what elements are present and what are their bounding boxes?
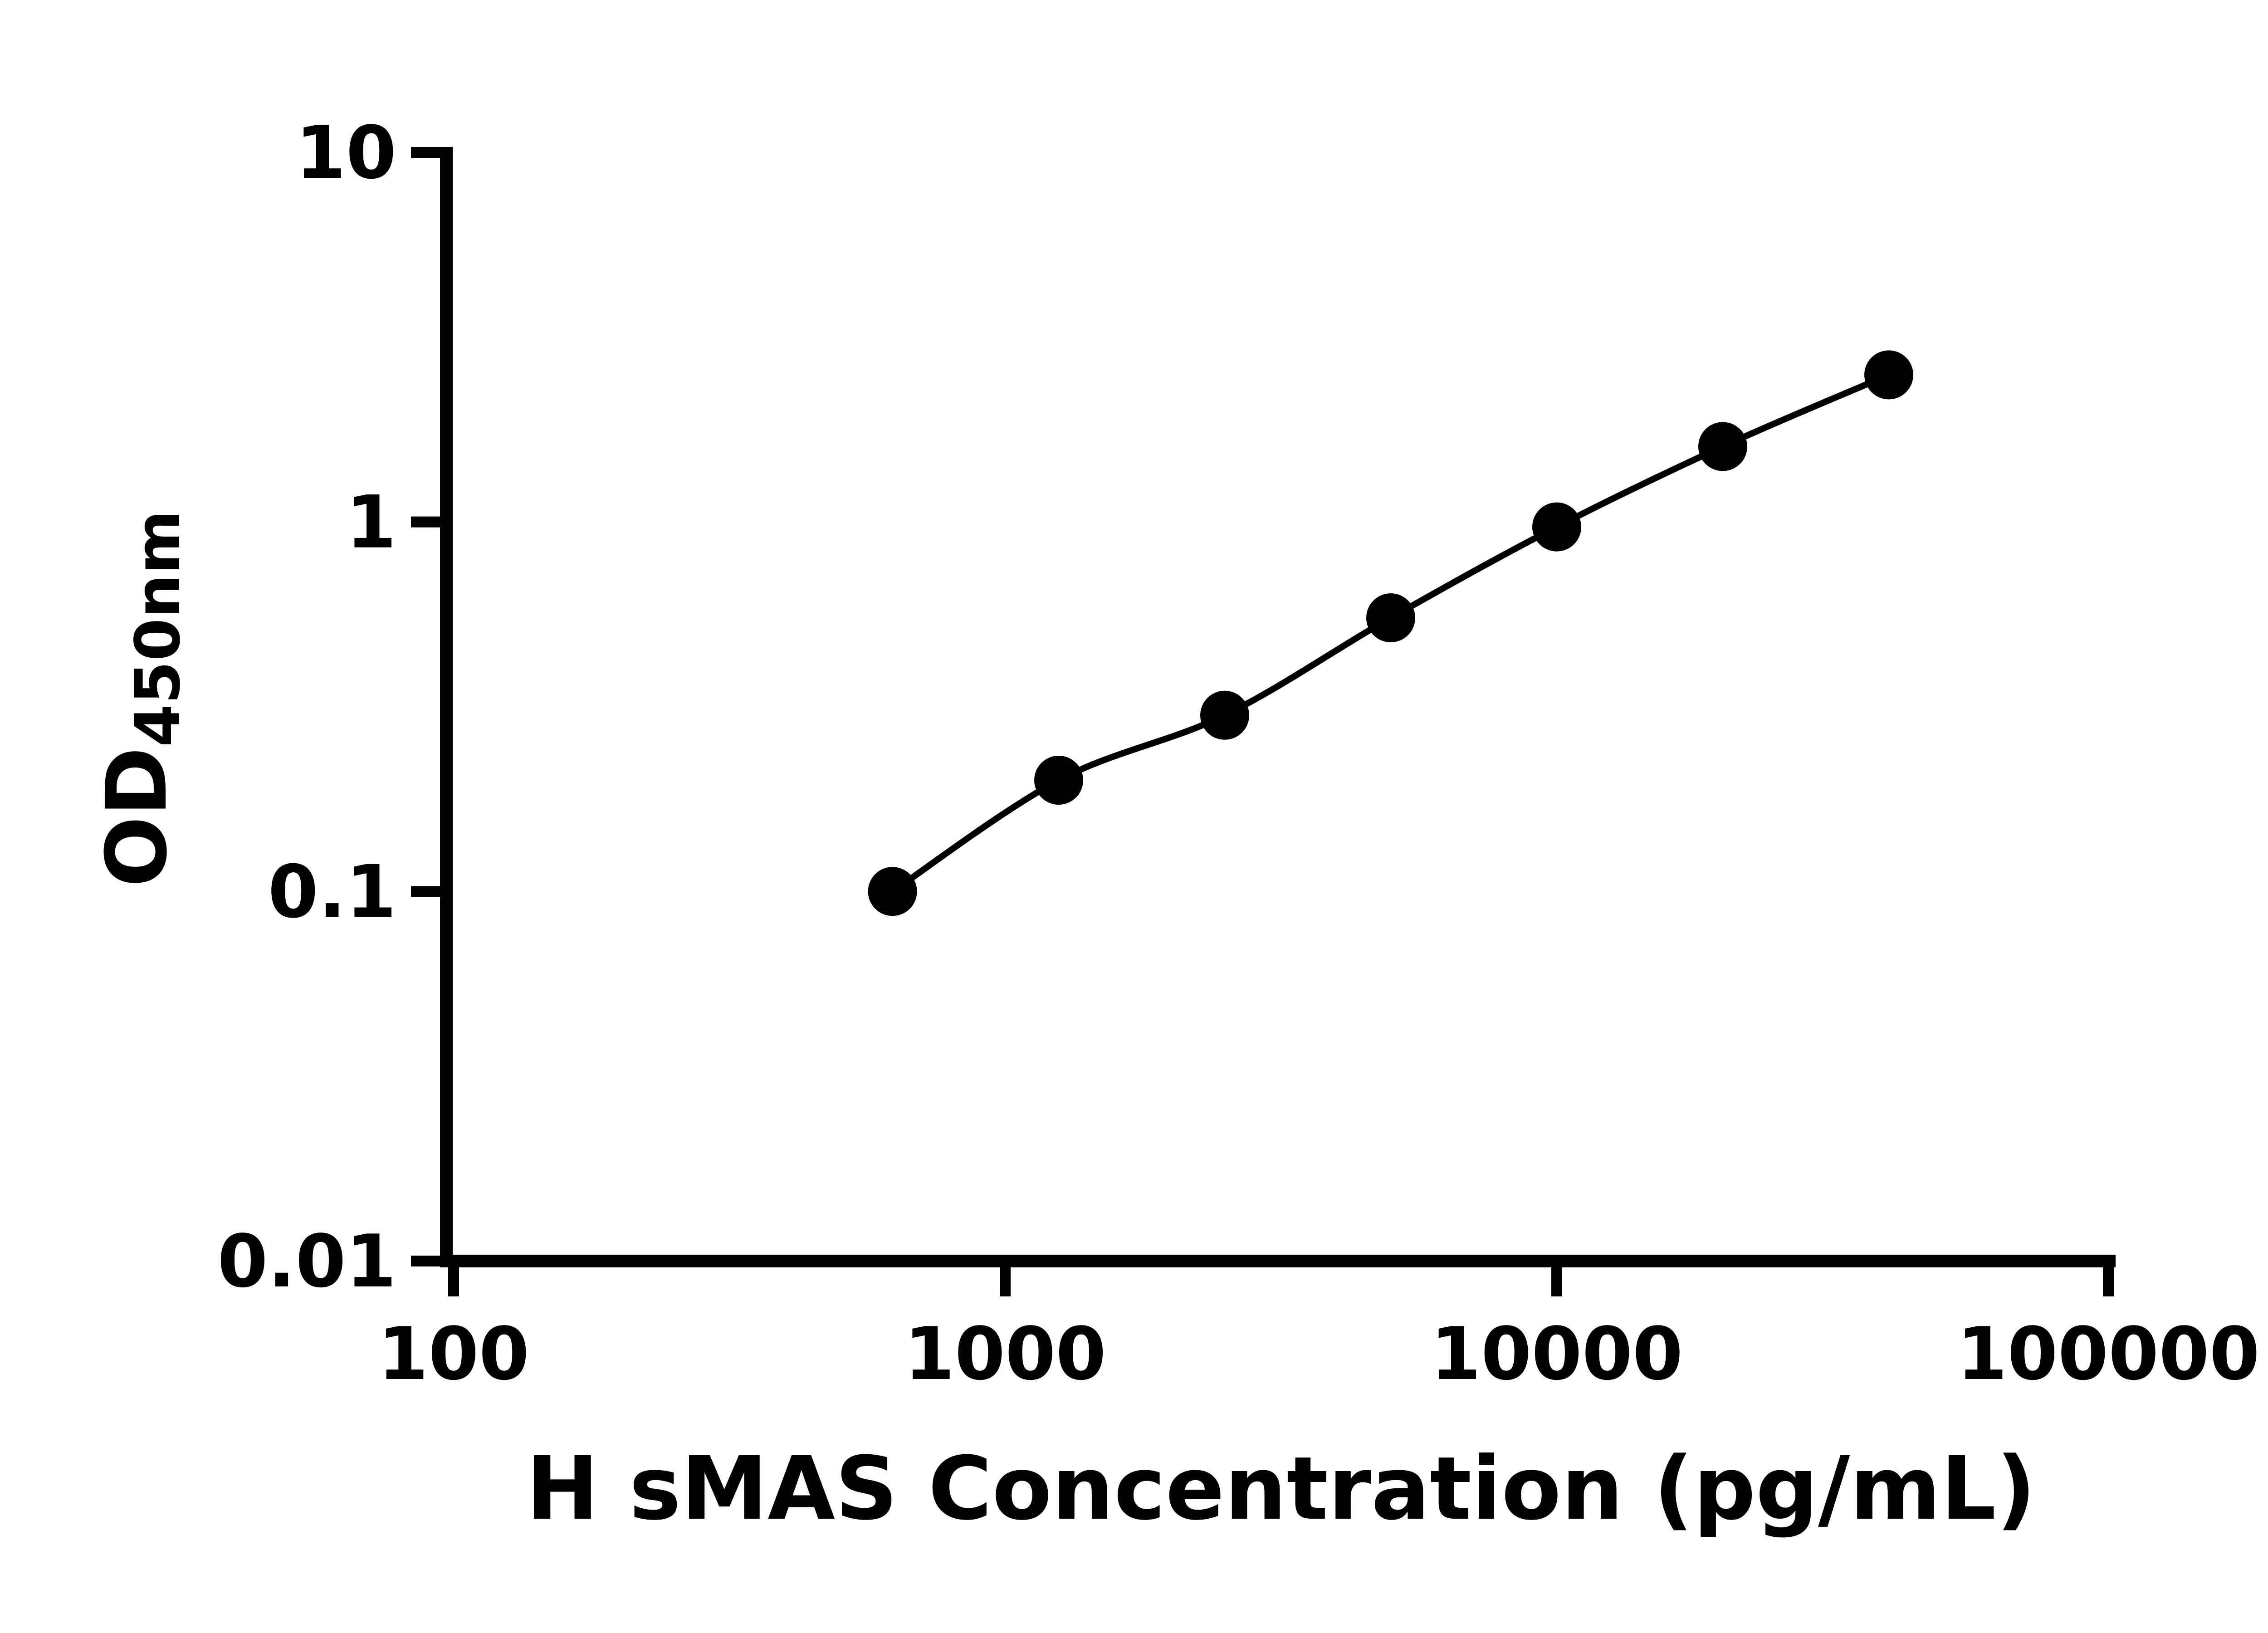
- x-tick-label: 1000: [904, 1311, 1106, 1396]
- x-tick-label: 10000: [1431, 1311, 1683, 1396]
- y-axis-title-main: OD: [88, 747, 186, 887]
- x-axis-title: H sMAS Concentration (pg/mL): [526, 1439, 2036, 1540]
- data-point: [1366, 593, 1415, 642]
- y-axis-title-subscript: 450nm: [122, 510, 196, 747]
- x-tick-label: 100: [378, 1311, 529, 1396]
- y-tick-label: 0.1: [268, 849, 396, 934]
- x-tick-label: 100000: [1957, 1311, 2260, 1396]
- y-tick-label: 10: [295, 110, 396, 195]
- y-axis-title: OD450nm: [88, 510, 196, 887]
- y-tick-label: 0.01: [217, 1219, 396, 1304]
- data-point: [1864, 350, 1913, 400]
- data-point: [1698, 422, 1747, 471]
- data-point: [1200, 690, 1249, 740]
- data-point: [868, 867, 917, 916]
- data-point: [1532, 502, 1581, 552]
- y-tick-label: 1: [346, 480, 396, 565]
- data-point: [1034, 756, 1083, 805]
